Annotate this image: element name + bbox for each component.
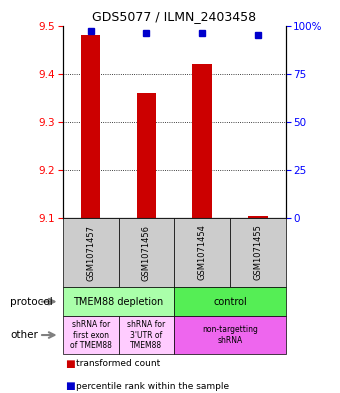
Text: transformed count: transformed count xyxy=(76,359,160,368)
Text: GSM1071454: GSM1071454 xyxy=(198,224,207,281)
Bar xyxy=(192,64,212,218)
Text: TMEM88 depletion: TMEM88 depletion xyxy=(73,297,164,307)
Text: other: other xyxy=(10,330,38,340)
Bar xyxy=(81,35,101,218)
Text: GSM1071455: GSM1071455 xyxy=(253,224,262,281)
Text: shRNA for
first exon
of TMEM88: shRNA for first exon of TMEM88 xyxy=(70,320,112,350)
Text: protocol: protocol xyxy=(10,297,53,307)
Bar xyxy=(248,216,268,218)
Text: shRNA for
3'UTR of
TMEM88: shRNA for 3'UTR of TMEM88 xyxy=(127,320,166,350)
Text: GSM1071456: GSM1071456 xyxy=(142,224,151,281)
Bar xyxy=(137,93,156,218)
Text: percentile rank within the sample: percentile rank within the sample xyxy=(76,382,229,391)
Text: control: control xyxy=(213,297,247,307)
Text: ■: ■ xyxy=(65,358,74,369)
Text: GSM1071457: GSM1071457 xyxy=(86,224,95,281)
Text: ■: ■ xyxy=(65,381,74,391)
Text: non-targetting
shRNA: non-targetting shRNA xyxy=(202,325,258,345)
Title: GDS5077 / ILMN_2403458: GDS5077 / ILMN_2403458 xyxy=(92,10,256,23)
